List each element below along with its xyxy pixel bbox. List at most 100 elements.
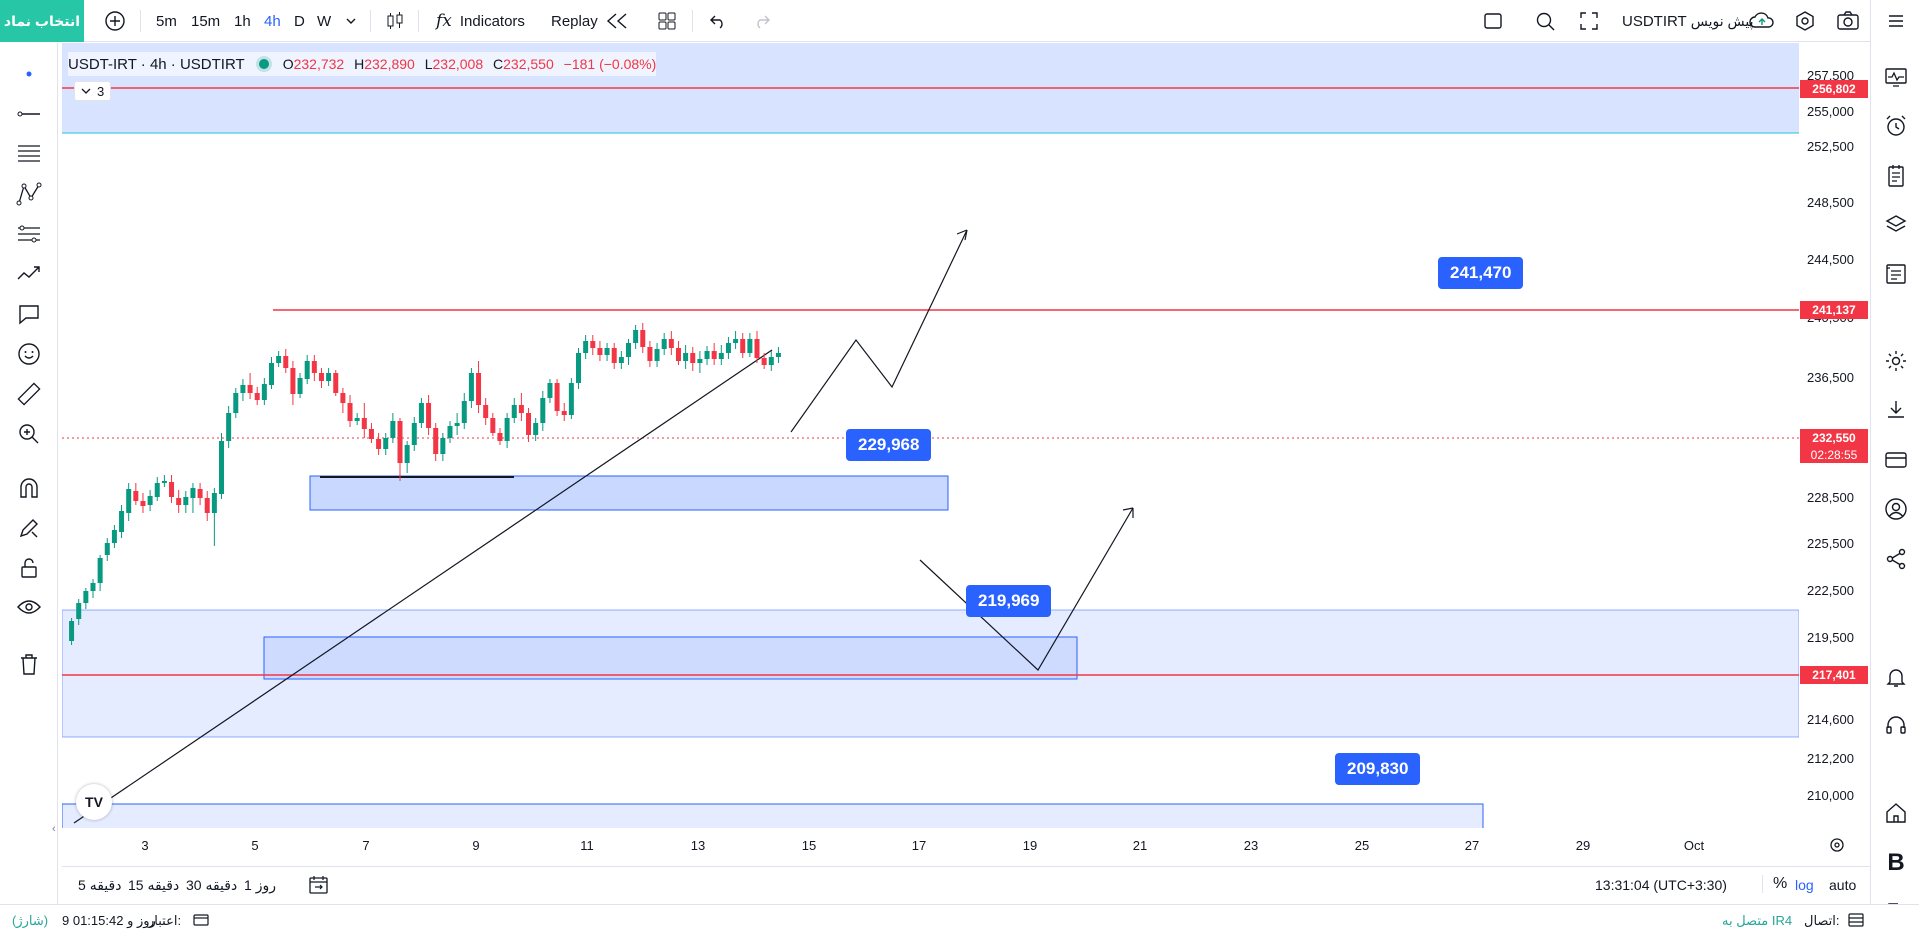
interval-15m[interactable]: 15m	[191, 12, 221, 30]
home-icon[interactable]	[1881, 798, 1911, 828]
price-label-209830[interactable]: 209,830	[1335, 753, 1421, 785]
charge-link[interactable]: (شارژ)	[12, 913, 49, 928]
emoji-icon[interactable]	[14, 339, 44, 369]
interval-1h[interactable]: 1h	[234, 12, 251, 30]
interval-4h[interactable]: 4h	[264, 12, 281, 30]
alarm-clock-icon[interactable]	[1881, 111, 1911, 141]
trend-line[interactable]	[73, 349, 773, 824]
indicators-label: Indicators	[459, 12, 525, 30]
chevron-down-icon[interactable]	[345, 0, 357, 42]
quick-search-icon[interactable]	[1534, 0, 1556, 42]
fib-lines-icon[interactable]	[14, 139, 44, 169]
price-tick: 225,500	[1807, 536, 1854, 551]
collapse-left-icon[interactable]: ‹	[52, 823, 56, 835]
tradingview-logo[interactable]: TV	[76, 784, 112, 820]
menu-icon[interactable]	[1881, 6, 1911, 36]
candle-body	[683, 353, 689, 361]
price-label-241470[interactable]: 241,470	[1438, 257, 1524, 289]
percent-scale-toggle[interactable]: %	[1762, 875, 1787, 893]
order-block-box[interactable]	[309, 475, 949, 511]
undo-icon[interactable]	[708, 0, 728, 42]
symbol-search-button[interactable]: انتخاب نماد	[0, 0, 84, 42]
trash-icon[interactable]	[14, 649, 44, 679]
layouts-icon[interactable]	[656, 0, 678, 42]
bullish-projection-path[interactable]	[790, 229, 968, 433]
time-tick: 5	[251, 838, 259, 853]
cursor-dot-icon[interactable]	[14, 59, 44, 89]
support-headset-icon[interactable]	[1881, 710, 1911, 740]
range-30-minutes[interactable]: 30 دقیقه	[186, 877, 238, 893]
interval-w[interactable]: W	[317, 12, 332, 30]
candle-body	[497, 433, 503, 441]
watchlist-icon[interactable]	[1881, 259, 1911, 289]
eye-icon[interactable]	[14, 593, 44, 623]
camera-icon[interactable]	[1836, 0, 1860, 42]
stay-drawing-icon[interactable]	[14, 513, 44, 543]
price-tick: 212,200	[1807, 751, 1854, 766]
legend-collapse-toggle[interactable]: 3	[74, 81, 112, 101]
time-axis-settings-icon[interactable]	[1828, 836, 1846, 857]
candle-body	[233, 393, 239, 413]
expand-icon[interactable]	[1578, 0, 1600, 42]
settings-gear-icon[interactable]	[1881, 346, 1911, 376]
prediction-icon[interactable]	[14, 219, 44, 249]
market-status-icon	[258, 59, 269, 69]
range-5-minutes[interactable]: 5 دقیقه	[78, 877, 122, 893]
magnet-icon[interactable]	[14, 473, 44, 503]
candle-body	[754, 339, 760, 358]
pattern-icon[interactable]	[14, 179, 44, 209]
price-chart[interactable]	[62, 43, 1799, 828]
lower-support-zone[interactable]	[62, 609, 1799, 738]
pullback-projection-path[interactable]	[919, 507, 1134, 671]
date-range-icon[interactable]	[308, 875, 330, 898]
log-scale-toggle[interactable]: log	[1795, 877, 1814, 893]
pulse-monitor-icon[interactable]	[1881, 62, 1911, 92]
credit-value: 9 روز و 01:15:42	[62, 913, 156, 928]
bottom-zone-box[interactable]	[62, 803, 1484, 828]
candle-body	[661, 339, 667, 349]
replay-label: Replay	[551, 12, 598, 30]
range-15-minutes[interactable]: 15 دقیقه	[128, 877, 180, 893]
add-symbol-button[interactable]	[104, 0, 126, 42]
interval-d[interactable]: D	[294, 12, 305, 30]
demand-box[interactable]	[263, 636, 1078, 680]
download-icon[interactable]	[1881, 395, 1911, 425]
chart-legend[interactable]: USDT-IRT · 4h · USDTIRT O232,732 H232,89…	[68, 52, 657, 76]
forecast-icon[interactable]	[14, 259, 44, 289]
candle-body	[526, 413, 532, 435]
brand-b-icon[interactable]: B	[1887, 849, 1905, 876]
settings-hex-icon[interactable]	[1794, 0, 1816, 42]
range-1-day[interactable]: 1 روز	[244, 877, 276, 893]
replay-button[interactable]: Replay	[551, 0, 630, 42]
time-tick: 17	[911, 838, 927, 853]
zoom-in-icon[interactable]	[14, 419, 44, 449]
time-axis[interactable]: 3 5 7 9 11 13 15 17 19 21 23 25 27 29 Oc…	[62, 828, 1844, 864]
lock-icon[interactable]	[14, 553, 44, 583]
trend-line-icon[interactable]	[14, 99, 44, 129]
cloud-save-icon[interactable]	[1748, 0, 1776, 42]
layers-icon[interactable]	[1881, 209, 1911, 239]
fullscreen-square-icon[interactable]	[1482, 0, 1504, 42]
clock-time[interactable]: 13:31:04 (UTC+3:30)	[1595, 877, 1727, 893]
candle-body	[618, 357, 624, 363]
notes-icon[interactable]	[1881, 161, 1911, 191]
ruler-icon[interactable]	[14, 379, 44, 409]
indicators-button[interactable]: fx Indicators	[436, 0, 525, 42]
price-label-219969[interactable]: 219,969	[966, 585, 1052, 617]
user-profile-icon[interactable]	[1881, 494, 1911, 524]
candle-body	[268, 363, 274, 385]
candle-body	[583, 341, 589, 353]
text-note-icon[interactable]	[14, 299, 44, 329]
price-label-229968[interactable]: 229,968	[846, 429, 932, 461]
auto-scale-toggle[interactable]: auto	[1829, 877, 1857, 893]
wallet-card-icon[interactable]	[1881, 445, 1911, 475]
candle-body	[426, 403, 432, 428]
candles-icon[interactable]	[384, 0, 406, 42]
share-icon[interactable]	[1881, 544, 1911, 574]
legend-count: 3	[97, 83, 105, 99]
notification-bell-icon[interactable]	[1881, 662, 1911, 692]
time-tick: Oct	[1683, 838, 1705, 853]
interval-5m[interactable]: 5m	[156, 12, 177, 30]
candle-body	[261, 384, 267, 400]
candle-body	[83, 591, 89, 603]
